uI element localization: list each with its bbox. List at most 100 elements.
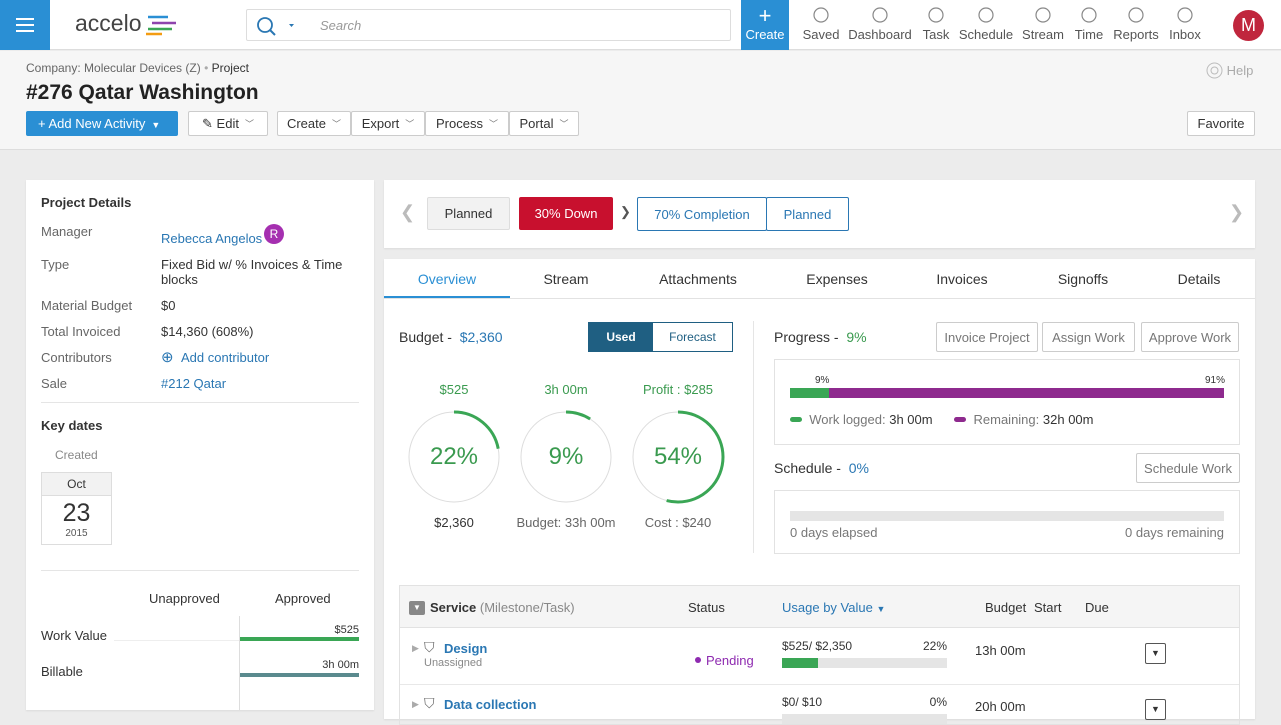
elapsed: 0 days elapsed <box>790 525 878 540</box>
tab[interactable]: Overview <box>417 271 477 287</box>
nav-item[interactable]: Saved <box>789 6 853 42</box>
nav-icon <box>1128 7 1144 23</box>
tab[interactable]: Attachments <box>659 271 737 287</box>
portal-menu[interactable]: Portal ﹀ <box>509 111 579 136</box>
toggle-forecast[interactable]: Forecast <box>669 330 716 344</box>
tab[interactable]: Signoffs <box>1057 271 1109 287</box>
schedule-button[interactable]: Schedule Work <box>1136 453 1240 483</box>
user-avatar[interactable]: M <box>1233 10 1264 41</box>
legend: Work logged: 3h 00m Remaining: 32h 00m <box>790 412 1093 427</box>
row-name[interactable]: Design <box>444 641 488 656</box>
invoice-button[interactable]: Invoice Project <box>936 322 1038 352</box>
portal-label: Portal <box>519 116 554 131</box>
menu-button[interactable] <box>0 0 50 50</box>
progress-box: 9% 91% Work logged: 3h 00m Remaining: 32… <box>774 359 1240 445</box>
help-label: Help <box>1226 63 1254 78</box>
col-unapproved: Unapproved <box>149 591 220 606</box>
row-label: Work Value <box>41 628 107 643</box>
progress-heading: Progress - 9% <box>774 329 867 345</box>
gauge <box>407 410 501 504</box>
row-name[interactable]: Data collection <box>444 697 537 712</box>
nav-item[interactable]: Time <box>1057 6 1121 42</box>
nav-icon <box>1035 7 1051 23</box>
nav-item[interactable]: Stream <box>1011 6 1075 42</box>
progress-track <box>790 388 1224 398</box>
row-value: 3h 00m <box>322 659 359 671</box>
schedule-track <box>790 511 1224 521</box>
breadcrumb-company[interactable]: Company: Molecular Devices (Z) <box>26 61 201 75</box>
step[interactable]: Planned <box>766 197 849 231</box>
search-placeholder: Search <box>320 18 362 33</box>
step-current[interactable]: 30% Down <box>519 197 613 230</box>
create-button[interactable]: + Create <box>741 0 789 50</box>
schedule-box: 0 days elapsed 0 days remaining <box>774 490 1240 554</box>
row-menu[interactable]: ▼ <box>1145 643 1166 664</box>
row-value: $525 <box>334 624 359 636</box>
field-value[interactable]: Rebecca Angelos <box>161 231 263 246</box>
nav-icon <box>978 7 994 23</box>
process-label: Process <box>436 116 483 131</box>
date-day: 23 <box>62 499 91 527</box>
logo-mark <box>146 15 176 36</box>
search-box[interactable]: Search <box>246 9 731 41</box>
add-activity-button[interactable]: + Add New Activity ▼ <box>26 111 178 136</box>
tab[interactable]: Invoices <box>936 271 988 287</box>
nav-item[interactable]: Inbox <box>1153 6 1217 42</box>
remaining-bar <box>829 388 1224 398</box>
gauge-top: Profit : $285 <box>642 382 714 397</box>
expand-arrow: ▶ <box>412 643 419 653</box>
step[interactable]: Planned <box>427 197 510 230</box>
field-value: $14,360 (608%) <box>161 324 254 339</box>
create-menu[interactable]: Create ﹀ <box>277 111 351 136</box>
nav-label: Task <box>922 27 950 42</box>
prev-arrow[interactable]: ❮ <box>400 202 416 222</box>
step-arrow: ❯ <box>620 204 631 219</box>
budget-heading: Budget - $2,360 <box>399 329 503 345</box>
gauge-arc <box>519 410 613 504</box>
usage-bar <box>782 658 819 668</box>
usage-head[interactable]: Usage by Value ▼ <box>782 600 886 615</box>
toggle: Used Forecast <box>588 322 733 352</box>
top-bar <box>0 0 1281 50</box>
gauge-value: 22% <box>429 443 479 470</box>
row-menu[interactable]: ▼ <box>1145 699 1166 720</box>
assign-button[interactable]: Assign Work <box>1042 322 1135 352</box>
collapse-toggle[interactable]: ▼ <box>409 601 425 615</box>
nav-item[interactable]: Task <box>904 6 968 42</box>
tab[interactable]: Stream <box>543 271 589 287</box>
nav-item[interactable]: Reports <box>1104 6 1168 42</box>
start-head: Start <box>1034 600 1062 615</box>
nav-item[interactable]: Dashboard <box>848 6 912 42</box>
nav-item[interactable]: Schedule <box>954 6 1018 42</box>
process-menu[interactable]: Process ﹀ <box>425 111 509 136</box>
next-arrow[interactable]: ❯ <box>1229 202 1245 222</box>
logged-bar <box>790 388 830 398</box>
icon-shape <box>1035 7 1051 23</box>
step[interactable]: 70% Completion <box>637 197 767 231</box>
approved-bar <box>240 673 359 677</box>
nav-icon <box>1177 7 1193 23</box>
gauge-bottom: $2,360 <box>434 515 474 530</box>
status-head: Status <box>688 600 725 615</box>
field-label: Contributors <box>41 350 112 365</box>
help[interactable]: Help <box>1206 62 1253 79</box>
logo[interactable]: accelo <box>75 10 142 36</box>
usage-track <box>782 714 947 724</box>
edit-button[interactable]: ✎ Edit ﹀ <box>188 111 268 136</box>
remaining-label: 91% <box>1204 375 1225 386</box>
tab[interactable]: Details <box>1177 271 1221 287</box>
favorite-button[interactable]: Favorite <box>1187 111 1255 136</box>
legend-label: Work logged: <box>809 412 886 427</box>
row-budget: 13h 00m <box>975 643 1026 658</box>
schedule-heading: Schedule - 0% <box>774 460 869 476</box>
budget-amount: $2,360 <box>459 329 503 345</box>
field-value[interactable]: #212 Qatar <box>161 376 227 391</box>
field-value[interactable]: Add contributor <box>181 350 270 365</box>
toggle-used[interactable]: Used <box>589 323 653 351</box>
breadcrumb-project: Project <box>211 61 249 75</box>
tab[interactable]: Expenses <box>806 271 868 287</box>
gauge-arc <box>631 410 725 504</box>
approve-button[interactable]: Approve Work <box>1141 322 1239 352</box>
export-menu[interactable]: Export ﹀ <box>351 111 425 136</box>
